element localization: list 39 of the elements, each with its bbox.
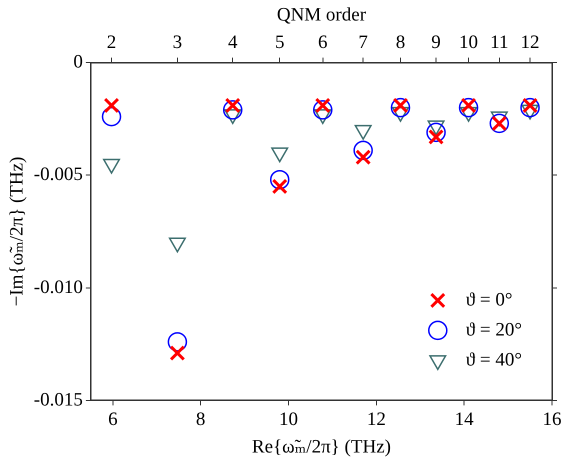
point: [520, 98, 540, 118]
annotation: 3: [172, 32, 182, 54]
point: [222, 100, 242, 120]
legend-label: ϑ = 0°: [466, 289, 513, 310]
x-tick-label: 6: [108, 408, 118, 430]
annotation: 12: [520, 32, 540, 54]
annotation: 5: [274, 32, 284, 54]
annotation: 9: [431, 32, 441, 54]
y-tick-label: -0.010: [34, 276, 83, 298]
annotation: 4: [228, 32, 238, 54]
y-tick-label: 0: [73, 52, 83, 73]
annotation: 10: [459, 32, 478, 54]
annotation: 6: [318, 32, 328, 54]
point: [426, 122, 446, 142]
point: [390, 98, 410, 118]
annotation: 11: [490, 32, 508, 54]
y-tick-label: -0.005: [34, 164, 83, 186]
point: [102, 106, 122, 126]
x-tick-label: 12: [366, 408, 386, 430]
point: [353, 140, 373, 160]
annotation: 7: [358, 32, 368, 54]
x2-axis-title: QNM order: [276, 4, 367, 26]
x-tick-label: 14: [454, 408, 474, 430]
point: [458, 98, 478, 118]
annotation: 2: [106, 32, 116, 54]
point: [170, 345, 186, 361]
legend-label: ϑ = 40°: [466, 349, 522, 370]
y-axis-title: −Im{ω̃ₘ/2π} (THz): [6, 156, 28, 306]
x-tick-label: 10: [279, 408, 298, 430]
point: [270, 170, 290, 190]
point: [313, 100, 333, 120]
x-axis-title: Re{ω̃ₘ/2π} (THz): [252, 436, 391, 458]
y-tick-label: -0.015: [34, 389, 83, 410]
point: [104, 98, 120, 114]
x-tick-label: 8: [196, 408, 206, 430]
x-tick-label: 16: [542, 408, 562, 430]
annotation: 8: [396, 32, 406, 54]
point: [168, 332, 188, 352]
legend-label: ϑ = 20°: [466, 319, 522, 340]
